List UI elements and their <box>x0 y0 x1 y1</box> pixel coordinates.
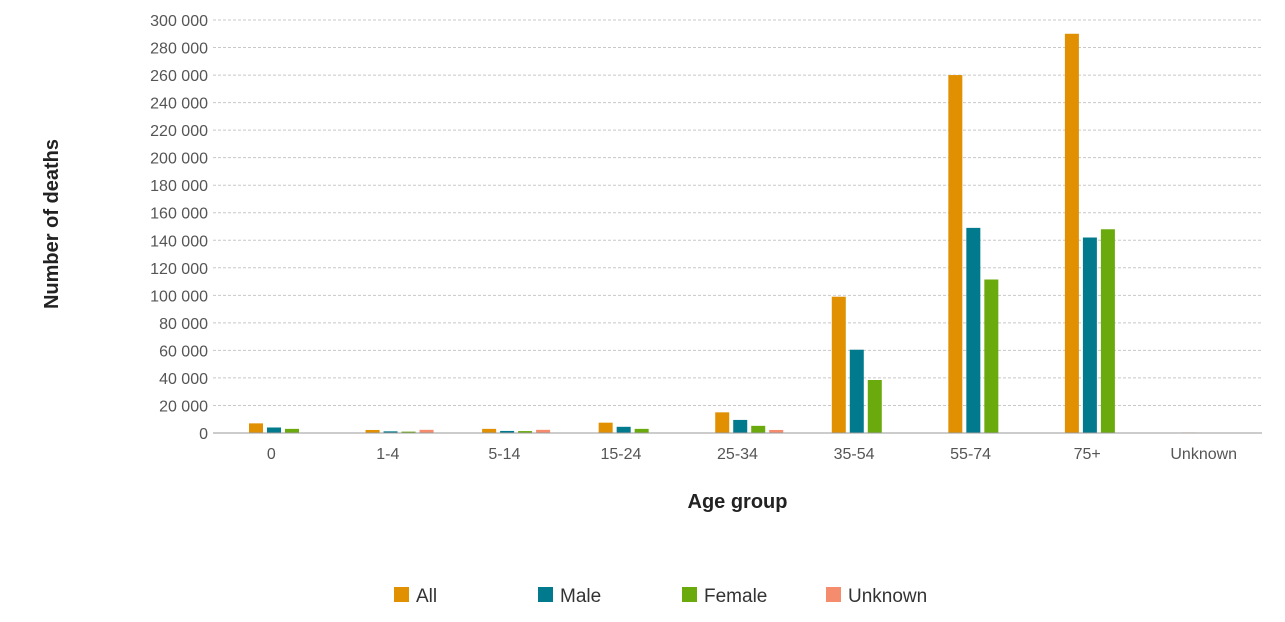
bar-male-55-74 <box>966 227 981 433</box>
y-tick-label: 300 000 <box>150 13 208 30</box>
bar-female-25-34 <box>751 425 766 433</box>
bar-male-75+ <box>1082 237 1097 433</box>
bar-all-25-34 <box>715 412 730 433</box>
x-tick-label: 55-74 <box>950 446 991 463</box>
bar-all-15-24 <box>598 422 613 433</box>
y-tick-label: 220 000 <box>150 123 208 140</box>
y-tick-label: 0 <box>199 426 208 443</box>
bar-all-5-14 <box>482 428 497 433</box>
x-tick-label: 25-34 <box>717 446 758 463</box>
bar-unknown-1-4 <box>419 429 434 433</box>
legend-swatch <box>826 587 841 602</box>
bar-all-75+ <box>1064 33 1079 434</box>
bar-female-0 <box>285 428 299 433</box>
x-axis-ticks: 0 1-4 5-14 15-24 25-34 35-54 55-74 75+ Unknown <box>267 446 1237 463</box>
legend-swatch <box>394 587 409 602</box>
bar-male-35-54 <box>849 349 864 433</box>
bar-all-35-54 <box>831 296 846 433</box>
y-tick-label: 120 000 <box>150 261 208 278</box>
bar-female-55-74 <box>984 279 999 433</box>
bar-male-1-4 <box>383 431 398 433</box>
x-tick-label: 0 <box>267 446 276 463</box>
bar-all-1-4 <box>365 429 380 433</box>
bar-male-0 <box>267 427 281 433</box>
y-tick-label: 280 000 <box>150 41 208 58</box>
x-tick-label: 5-14 <box>488 446 520 463</box>
bars <box>249 33 1232 434</box>
y-axis-ticks: 0 20 000 40 000 60 000 80 000 100 000 120 000 1… <box>150 13 208 443</box>
y-tick-label: 140 000 <box>150 233 208 250</box>
legend-swatch <box>538 587 553 602</box>
legend-label: Unknown <box>848 586 927 607</box>
bar-male-5-14 <box>500 430 515 433</box>
bar-male-25-34 <box>733 419 748 433</box>
y-tick-label: 100 000 <box>150 288 208 305</box>
bar-unknown-5-14 <box>536 429 551 433</box>
bar-male-15-24 <box>616 426 631 433</box>
y-tick-label: 60 000 <box>159 343 208 360</box>
y-tick-label: 260 000 <box>150 68 208 85</box>
bar-all-0 <box>249 423 263 433</box>
y-tick-label: 240 000 <box>150 96 208 113</box>
legend-item-female[interactable]: Female <box>682 586 767 607</box>
legend-label: Female <box>704 586 767 607</box>
x-tick-label: Unknown <box>1170 446 1237 463</box>
y-tick-label: 40 000 <box>159 371 208 388</box>
bar-female-35-54 <box>867 379 882 433</box>
legend-item-all[interactable]: All <box>394 586 437 607</box>
legend-swatch <box>682 587 697 602</box>
bar-female-5-14 <box>518 431 533 433</box>
x-tick-label: 75+ <box>1074 446 1101 463</box>
y-axis-title: Number of deaths <box>41 139 63 309</box>
bar-female-15-24 <box>634 428 649 433</box>
x-tick-label: 35-54 <box>834 446 875 463</box>
bar-unknown-25-34 <box>769 429 784 433</box>
bar-female-1-4 <box>401 431 416 433</box>
bar-female-75+ <box>1100 229 1115 433</box>
legend-item-male[interactable]: Male <box>538 586 601 607</box>
legend-label: All <box>416 586 437 607</box>
legend: All Male Female Unknown <box>394 586 927 607</box>
x-axis-title: Age group <box>688 491 788 513</box>
bar-all-55-74 <box>948 75 963 434</box>
y-tick-label: 160 000 <box>150 206 208 223</box>
y-tick-label: 180 000 <box>150 178 208 195</box>
y-tick-label: 200 000 <box>150 151 208 168</box>
y-tick-label: 20 000 <box>159 398 208 415</box>
x-tick-label: 1-4 <box>376 446 399 463</box>
legend-item-unknown[interactable]: Unknown <box>826 586 927 607</box>
legend-label: Male <box>560 586 601 607</box>
y-tick-label: 80 000 <box>159 316 208 333</box>
x-tick-label: 15-24 <box>600 446 641 463</box>
